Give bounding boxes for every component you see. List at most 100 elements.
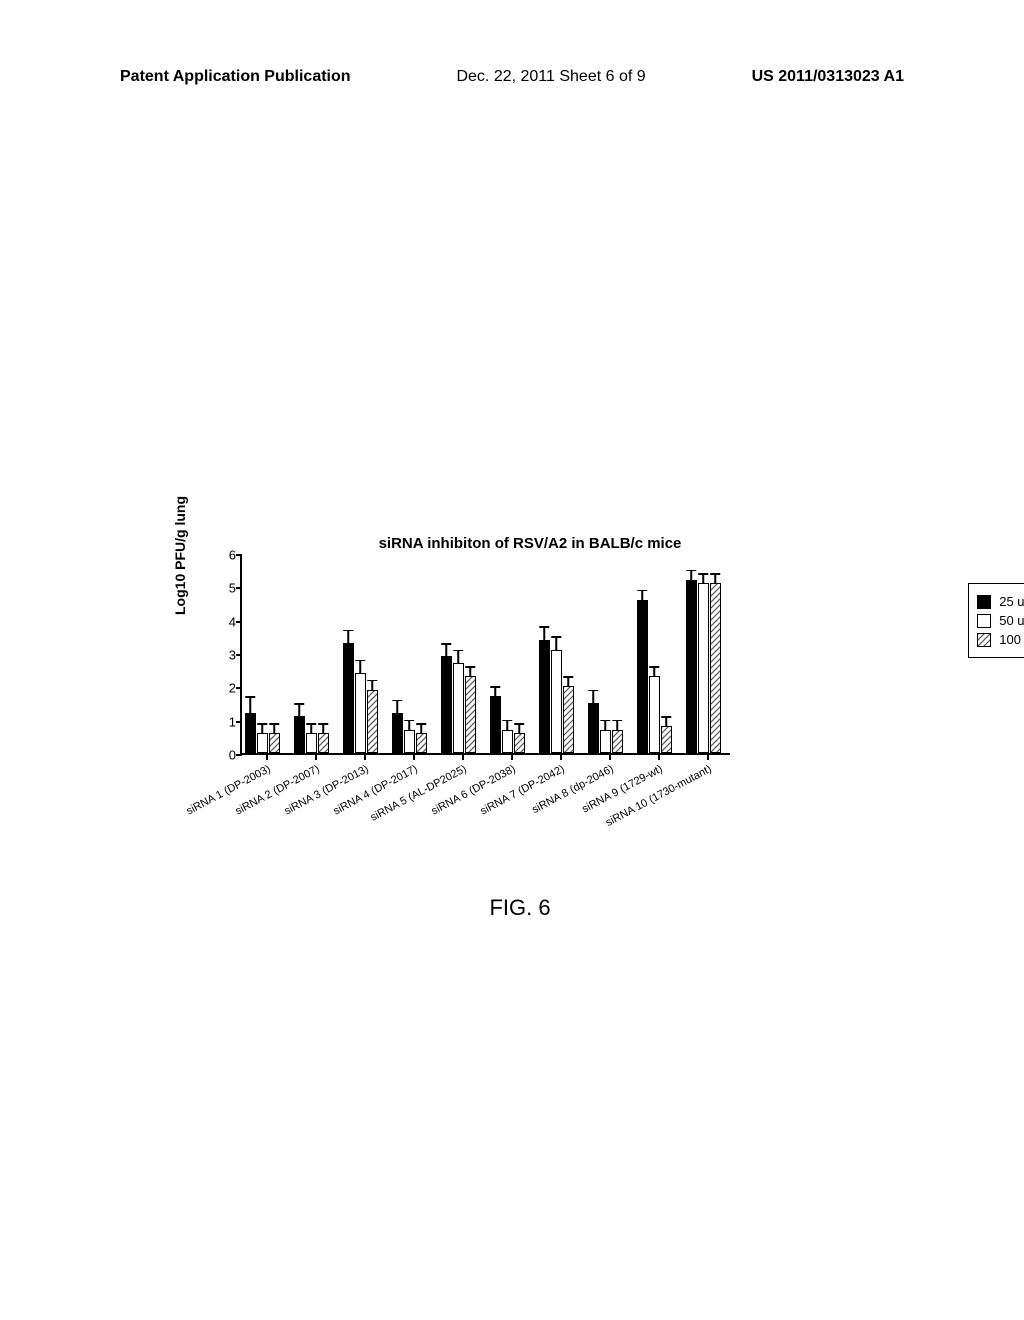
y-tick-label: 0: [214, 748, 236, 763]
publication-number: US 2011/0313023 A1: [752, 68, 904, 86]
y-tick-label: 1: [214, 714, 236, 729]
bar: [490, 696, 501, 753]
date-sheet: Dec. 22, 2011 Sheet 6 of 9: [456, 68, 645, 86]
bar: [269, 733, 280, 753]
bar: [551, 650, 562, 753]
error-bar: [702, 573, 704, 583]
error-bar: [457, 650, 459, 663]
x-tick-mark: [707, 755, 709, 760]
bar: [441, 656, 452, 753]
bar: [343, 643, 354, 753]
bar: [710, 583, 721, 753]
legend-item: 100 ug: [977, 632, 1024, 647]
bar: [563, 686, 574, 753]
bar-group: [441, 656, 485, 753]
bar: [588, 703, 599, 753]
y-axis-label: Log10 PFU/g lung: [172, 496, 188, 615]
y-tick-label: 5: [214, 581, 236, 596]
bar-group: [637, 600, 681, 753]
error-bar: [261, 723, 263, 733]
error-bar: [273, 723, 275, 733]
x-tick-mark: [364, 755, 366, 760]
legend-label: 25 ug: [999, 594, 1024, 609]
bar: [367, 690, 378, 753]
error-bar: [690, 570, 692, 580]
error-bar: [494, 686, 496, 696]
bar-group: [588, 703, 632, 753]
error-bar: [714, 573, 716, 583]
bar: [514, 733, 525, 753]
bar: [465, 676, 476, 753]
bar: [404, 730, 415, 753]
x-tick-mark: [511, 755, 513, 760]
legend-label: 50 ug: [999, 613, 1024, 628]
bar: [245, 713, 256, 753]
bar-group: [245, 713, 289, 753]
bar: [392, 713, 403, 753]
bar-group: [343, 643, 387, 753]
error-bar: [653, 666, 655, 676]
bar: [637, 600, 648, 753]
y-tick-mark: [236, 687, 242, 689]
y-tick-label: 6: [214, 548, 236, 563]
bar-chart-plot: 0123456siRNA 1 (DP-2003)siRNA 2 (DP-2007…: [240, 555, 730, 755]
y-tick-mark: [236, 654, 242, 656]
bar-group: [392, 713, 436, 753]
bar: [539, 640, 550, 753]
bar: [698, 583, 709, 753]
error-bar: [420, 723, 422, 733]
error-bar: [616, 720, 618, 730]
y-tick-mark: [236, 754, 242, 756]
x-tick-mark: [266, 755, 268, 760]
x-tick-mark: [560, 755, 562, 760]
bar: [257, 733, 268, 753]
legend-item: 50 ug: [977, 613, 1024, 628]
x-tick-mark: [609, 755, 611, 760]
bar-group: [539, 640, 583, 753]
error-bar: [506, 720, 508, 730]
bar: [686, 580, 697, 753]
page-header: Patent Application Publication Dec. 22, …: [0, 68, 1024, 86]
bar-group: [294, 716, 338, 753]
error-bar: [359, 660, 361, 673]
bar-group: [686, 580, 730, 753]
bar: [612, 730, 623, 753]
bar: [502, 730, 513, 753]
error-bar: [604, 720, 606, 730]
bar: [294, 716, 305, 753]
error-bar: [469, 666, 471, 676]
x-tick-mark: [462, 755, 464, 760]
error-bar: [641, 590, 643, 600]
error-bar: [665, 716, 667, 726]
y-tick-label: 4: [214, 614, 236, 629]
legend-swatch-icon: [977, 595, 991, 609]
error-bar: [396, 700, 398, 713]
error-bar: [518, 723, 520, 733]
bar: [416, 733, 427, 753]
publication-label: Patent Application Publication: [120, 68, 351, 86]
error-bar: [592, 690, 594, 703]
figure-caption: FIG. 6: [180, 895, 860, 921]
y-tick-label: 2: [214, 681, 236, 696]
y-tick-mark: [236, 587, 242, 589]
error-bar: [408, 720, 410, 730]
x-tick-mark: [315, 755, 317, 760]
y-tick-mark: [236, 554, 242, 556]
legend-swatch-icon: [977, 614, 991, 628]
legend-item: 25 ug: [977, 594, 1024, 609]
y-tick-mark: [236, 721, 242, 723]
bar-group: [490, 696, 534, 753]
error-bar: [567, 676, 569, 686]
error-bar: [347, 630, 349, 643]
bar: [355, 673, 366, 753]
error-bar: [371, 680, 373, 690]
chart-legend: 25 ug 50 ug 100 ug: [968, 583, 1024, 658]
bar: [600, 730, 611, 753]
error-bar: [298, 703, 300, 716]
x-tick-mark: [413, 755, 415, 760]
error-bar: [543, 626, 545, 639]
legend-label: 100 ug: [999, 632, 1024, 647]
error-bar: [322, 723, 324, 733]
error-bar: [249, 696, 251, 713]
bar: [306, 733, 317, 753]
